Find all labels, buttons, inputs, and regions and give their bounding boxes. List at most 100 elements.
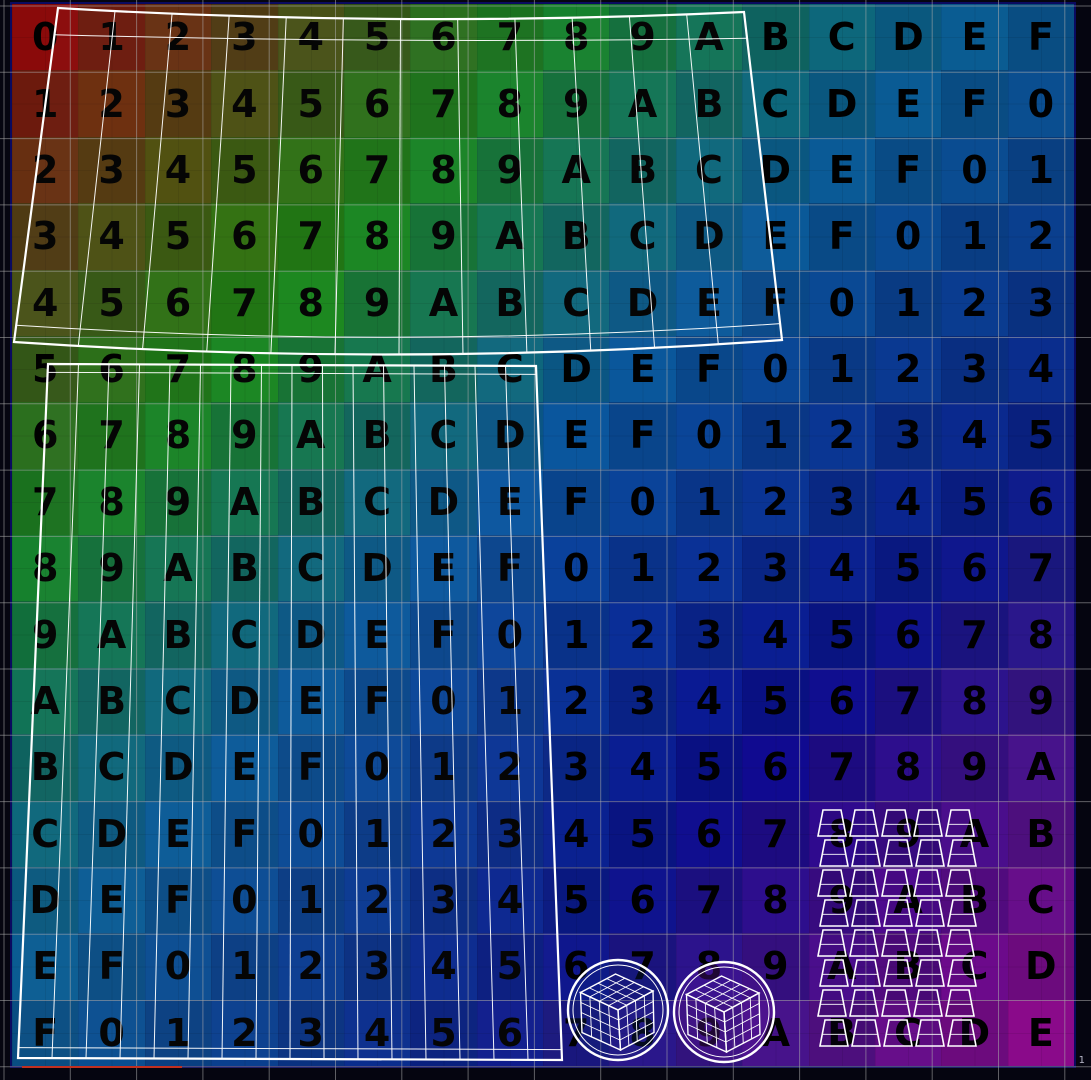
uv-small-piece (881, 809, 911, 837)
tall-strip-edge (255, 364, 262, 1059)
sphere-rim (572, 964, 664, 1056)
uv-cell: 1 (742, 402, 809, 469)
uv-cell: C (808, 4, 875, 71)
uv-cell: 1 (808, 335, 875, 403)
top-strip-edge (398, 18, 401, 355)
sphere-grid (598, 1001, 602, 1042)
uv-cell: 1 (277, 866, 344, 934)
uv-cell: 7 (808, 734, 875, 801)
uv-cell: 5 (941, 468, 1008, 535)
sphere-grid (695, 979, 732, 1000)
uv-cell: 2 (277, 933, 344, 1000)
uv-cell: D (211, 667, 278, 735)
uv-cell: 6 (874, 601, 942, 668)
uv-cell: B (343, 402, 411, 469)
top-strip-edge (514, 18, 528, 353)
uv-cell: C (543, 269, 610, 336)
uv-cell: 4 (476, 866, 543, 934)
uv-cell: 4 (211, 70, 278, 137)
uv-small-piece (851, 839, 881, 867)
uv-cell: 0 (277, 800, 344, 867)
uv-cell: 8 (609, 999, 676, 1066)
uv-cell: 0 (941, 136, 1008, 204)
uv-cell: B (742, 4, 809, 71)
uv-cell: 0 (543, 535, 610, 602)
uv-cell: 3 (808, 468, 875, 535)
uv-small-piece (819, 839, 849, 867)
uv-cell: 7 (874, 667, 942, 735)
tall-strip-outline (16, 362, 564, 1062)
uv-cell: D (476, 402, 543, 469)
uv-cell: 0 (144, 933, 212, 1000)
uv-small-piece (947, 899, 977, 927)
uv-cell: F (144, 866, 212, 934)
uv-cell: 7 (1007, 535, 1074, 602)
uv-cell: 2 (1007, 203, 1074, 270)
uv-cell: C (12, 800, 79, 867)
uv-cell: 6 (476, 999, 543, 1066)
uv-cell: 0 (476, 601, 543, 668)
uv-island-tall-strip[interactable] (16, 362, 564, 1062)
uv-island-sphere-left[interactable] (566, 958, 670, 1062)
uv-cell: 8 (874, 734, 942, 801)
uv-cell: 6 (277, 136, 344, 204)
uv-cell: 5 (211, 136, 278, 204)
uv-cell: 5 (277, 70, 344, 137)
uv-cell: 0 (78, 999, 145, 1066)
uv-cell: 3 (277, 999, 344, 1066)
uv-small-piece (849, 809, 879, 837)
uv-island-small-pieces[interactable] (817, 809, 977, 1047)
tall-strip-edge (187, 364, 201, 1059)
uv-cell: 4 (277, 4, 344, 71)
sphere-grid (687, 1024, 727, 1043)
tall-strip-seam (47, 371, 537, 375)
tall-strip-edge (322, 365, 325, 1060)
uv-small-piece (817, 809, 847, 837)
uv-island-top-strip[interactable] (12, 6, 784, 356)
uv-cell: 0 (742, 335, 809, 403)
uv-cell: 9 (941, 734, 1008, 801)
uv-cell: 3 (941, 335, 1008, 403)
uv-cell: 3 (1007, 269, 1074, 336)
uv-cell: B (808, 999, 875, 1066)
uv-cell: B (78, 667, 145, 735)
uv-cell: A (410, 269, 477, 336)
uv-small-piece (947, 959, 977, 987)
top-strip-edge (206, 15, 230, 352)
uv-small-piece (851, 899, 881, 927)
uv-cell: 3 (742, 535, 809, 602)
uv-cell: F (874, 136, 942, 204)
uv-cell: 9 (144, 468, 212, 535)
uv-small-piece (915, 959, 945, 987)
uv-cell: E (211, 734, 278, 801)
uv-cell: A (742, 999, 809, 1066)
uv-cell: 8 (543, 4, 610, 71)
uv-cell: 7 (543, 999, 610, 1066)
top-strip-edge (77, 11, 116, 347)
tall-strip-edge (289, 364, 293, 1060)
uv-cell: C (609, 203, 676, 270)
uv-cell: 2 (543, 667, 610, 735)
uv-cell: C (476, 335, 543, 403)
uv-cell: B (609, 136, 676, 204)
uv-cell: 5 (874, 535, 942, 602)
uv-cell: C (675, 136, 743, 204)
sphere-rim (678, 966, 770, 1058)
tall-strip-seam (18, 1047, 562, 1051)
tall-strip-edge (413, 365, 427, 1060)
uv-small-piece (819, 1019, 849, 1047)
uv-cell: 6 (144, 269, 212, 336)
uv-cell: A (1007, 734, 1074, 801)
tall-strip-edge (352, 365, 359, 1060)
uv-small-piece (881, 989, 911, 1017)
uv-cell: 6 (78, 335, 145, 403)
uv-cell: F (941, 70, 1008, 137)
uv-island-sphere-right[interactable] (672, 960, 776, 1064)
uv-cell: 5 (609, 800, 676, 867)
top-strip-outline (12, 6, 784, 356)
sphere-grid (581, 1022, 621, 1041)
uv-cell: 2 (343, 866, 411, 934)
sphere-grid (712, 980, 751, 999)
